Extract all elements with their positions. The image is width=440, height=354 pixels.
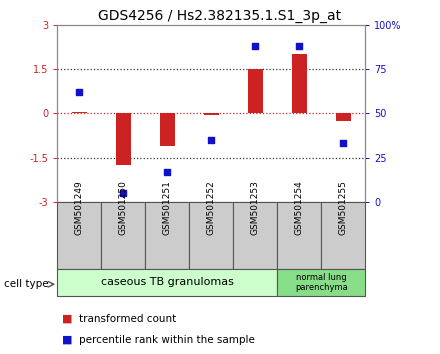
Bar xyxy=(204,113,219,115)
Text: GSM501255: GSM501255 xyxy=(339,181,348,235)
Text: percentile rank within the sample: percentile rank within the sample xyxy=(79,335,255,345)
Bar xyxy=(233,202,277,269)
Point xyxy=(120,190,127,196)
Text: GSM501253: GSM501253 xyxy=(251,181,260,235)
Bar xyxy=(248,69,263,113)
Point xyxy=(76,89,83,95)
Point xyxy=(296,43,303,49)
Point xyxy=(208,137,215,143)
Text: GSM501254: GSM501254 xyxy=(295,181,304,235)
Text: ■: ■ xyxy=(62,314,72,324)
Point xyxy=(164,169,171,175)
Text: cell type: cell type xyxy=(4,279,49,289)
Text: caseous TB granulomas: caseous TB granulomas xyxy=(101,277,234,287)
Bar xyxy=(189,202,233,269)
Bar xyxy=(321,202,365,269)
Bar xyxy=(336,113,351,121)
Point xyxy=(340,141,347,146)
Bar xyxy=(145,202,189,269)
Bar xyxy=(57,269,277,296)
Bar xyxy=(277,202,321,269)
Text: GSM501250: GSM501250 xyxy=(119,181,128,235)
Bar xyxy=(160,113,175,146)
Text: GDS4256 / Hs2.382135.1.S1_3p_at: GDS4256 / Hs2.382135.1.S1_3p_at xyxy=(99,9,341,23)
Bar xyxy=(101,202,145,269)
Point xyxy=(252,43,259,49)
Text: transformed count: transformed count xyxy=(79,314,176,324)
Text: normal lung
parenchyma: normal lung parenchyma xyxy=(295,273,348,292)
Text: GSM501252: GSM501252 xyxy=(207,181,216,235)
Bar xyxy=(116,113,131,165)
Bar xyxy=(292,54,307,113)
Bar xyxy=(57,202,101,269)
Text: GSM501249: GSM501249 xyxy=(75,181,84,235)
Text: ■: ■ xyxy=(62,335,72,345)
Bar xyxy=(277,269,365,296)
Bar xyxy=(72,112,87,113)
Text: GSM501251: GSM501251 xyxy=(163,181,172,235)
